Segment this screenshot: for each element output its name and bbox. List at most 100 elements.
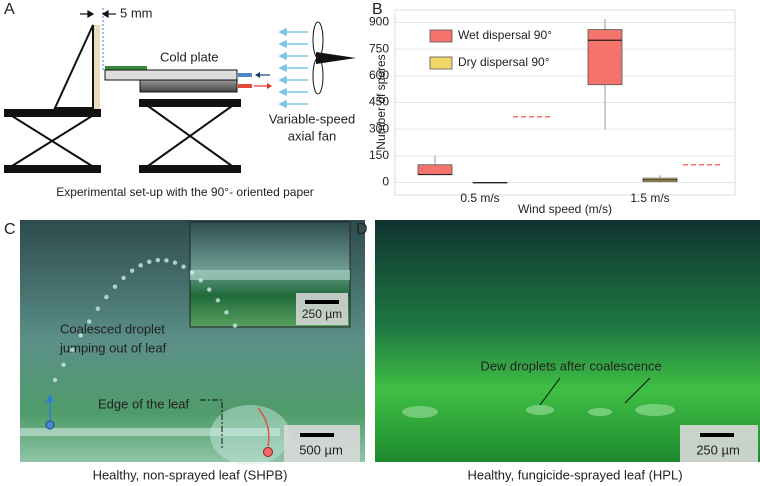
gap-label: 5 mm <box>120 5 153 20</box>
droplet-dot <box>95 306 101 311</box>
x-axis-label: Wind speed (m/s) <box>518 202 612 216</box>
scale-box <box>296 293 348 325</box>
legend-swatch <box>429 29 453 43</box>
inset-droplets <box>190 270 350 280</box>
droplet-marker <box>263 447 273 457</box>
x-tick-label: 0.5 m/s <box>460 191 499 205</box>
fan-label: Variable-speed <box>269 111 355 126</box>
air-arrowhead <box>278 63 287 73</box>
panel-d: D Dew droplets after coalescence 250 µm … <box>356 220 760 482</box>
fan-label: axial fan <box>288 128 336 143</box>
holder <box>53 24 94 109</box>
droplet-dot <box>61 362 66 367</box>
y-tick-label: 450 <box>369 95 389 109</box>
air-arrowhead <box>278 75 287 85</box>
legend-label: Dry dispersal 90° <box>458 55 550 69</box>
stand-right <box>139 99 241 173</box>
gap-arrows <box>80 9 116 19</box>
y-tick-label: 150 <box>369 148 389 162</box>
x-tick-label: 1.5 m/s <box>630 191 669 205</box>
annotation: Edge of the leaf <box>98 396 189 411</box>
photo <box>375 220 760 462</box>
y-tick-label: 900 <box>369 15 389 29</box>
fan <box>312 21 356 95</box>
annotation: Coalesced droplet <box>60 321 165 336</box>
legend-label: Wet dispersal 90° <box>458 28 552 42</box>
droplet-dot <box>198 278 203 283</box>
scale-bar <box>700 433 734 437</box>
droplet-dot <box>155 257 161 263</box>
droplet-dot <box>207 287 212 292</box>
box <box>417 164 453 175</box>
legend-swatch <box>429 56 453 70</box>
sample <box>105 66 147 70</box>
leaf-edge <box>20 428 280 436</box>
droplet-dot <box>232 323 238 328</box>
scale-box <box>680 425 758 462</box>
droplet-dot <box>69 347 75 353</box>
panel-a: A 5 mm Cold plate <box>4 1 356 199</box>
scale-label: 250 µm <box>302 307 342 321</box>
stand-left <box>4 109 101 173</box>
arrowhead <box>46 394 54 402</box>
droplet-dot <box>189 270 195 275</box>
droplet-dot <box>215 298 221 303</box>
air-arrowhead <box>278 87 287 97</box>
edge-marker <box>200 399 223 450</box>
paper <box>93 25 100 109</box>
y-tick-label: 300 <box>369 121 389 135</box>
droplet-dot <box>224 310 229 315</box>
plate-top <box>104 69 238 81</box>
droplets <box>402 404 675 418</box>
airflow <box>278 27 308 109</box>
arrow <box>257 407 270 447</box>
y-axis-label: Number of spores <box>374 54 388 149</box>
y-tick-label: 750 <box>369 41 389 55</box>
panel-b: B Wind speed (m/s) Number of spores 0 150… <box>369 1 736 216</box>
droplet-dot <box>129 268 135 273</box>
panel-label: B <box>372 1 383 18</box>
droplet-dot <box>138 263 143 268</box>
box <box>587 29 623 86</box>
tube-arrows <box>254 72 272 89</box>
air-arrowhead <box>278 51 287 61</box>
droplet-dot <box>52 377 58 383</box>
caption: Healthy, fungicide-sprayed leaf (HPL) <box>467 467 682 482</box>
pointer <box>539 377 561 406</box>
droplet-dot <box>78 333 83 338</box>
y-tick-label: 600 <box>369 68 389 82</box>
droplet-dot <box>147 259 152 264</box>
droplet-dot <box>112 284 118 289</box>
scale-bar <box>300 433 334 437</box>
air-arrowhead <box>278 27 287 37</box>
droplet-dot <box>181 264 186 269</box>
air-arrowhead <box>278 39 287 49</box>
panel-label: C <box>4 221 16 238</box>
pointer <box>624 377 651 404</box>
plate <box>139 79 238 93</box>
panel-label: D <box>356 221 368 238</box>
panel-label: A <box>4 1 15 18</box>
caption: Healthy, non-sprayed leaf (SHPB) <box>93 467 288 482</box>
scale-label: 250 µm <box>696 442 740 457</box>
droplet-dot <box>104 294 109 300</box>
caption: Experimental set-up with the 90°- orient… <box>56 185 314 199</box>
droplet-dot <box>121 275 126 281</box>
droplet-dot <box>164 258 169 263</box>
annotation: Dew droplets after coalescence <box>480 358 661 373</box>
annotation: jumping out of leaf <box>59 340 167 355</box>
scale-label: 500 µm <box>299 442 343 457</box>
air-arrowhead <box>278 99 287 109</box>
y-tick-label: 0 <box>382 175 389 189</box>
plate-label: Cold plate <box>160 49 219 64</box>
droplet-dot <box>87 319 92 324</box>
droplet-marker <box>45 420 55 430</box>
tube-in <box>238 73 252 77</box>
tube-out <box>238 84 252 88</box>
scale-box <box>284 425 360 462</box>
panel-c: C 250 µm Coalesced droplet jumping out o… <box>4 220 365 482</box>
droplet-dot <box>172 260 178 265</box>
scale-bar <box>305 300 339 304</box>
